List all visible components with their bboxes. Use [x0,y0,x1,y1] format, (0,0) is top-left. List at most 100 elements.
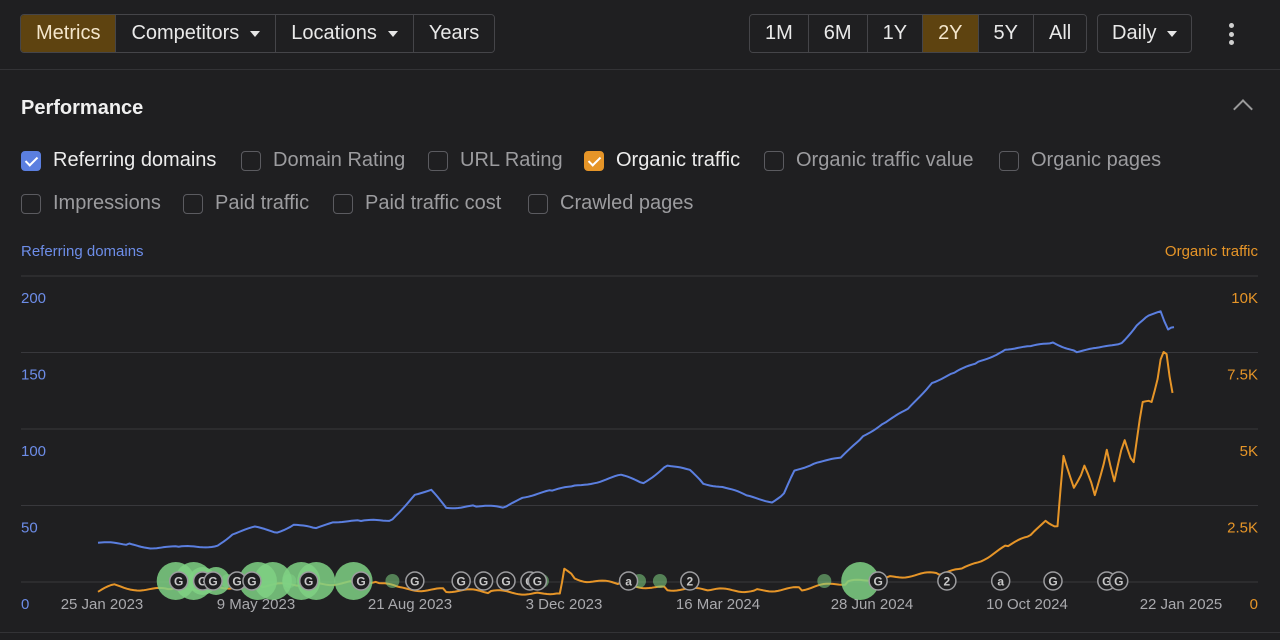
range-1y[interactable]: 1Y [867,15,924,52]
event-marker-label: G [456,575,465,589]
event-marker-label: G [232,575,241,589]
checkbox-checked-icon[interactable] [21,150,41,171]
series-organic-traffic [97,351,1174,596]
event-marker-label: a [997,575,1004,589]
event-marker-icon[interactable] [990,571,1011,591]
event-marker-label: G [1048,575,1057,589]
tab-competitors-label: Competitors [131,22,240,44]
event-marker-label: G [174,575,183,589]
series-referring-domains [97,310,1175,550]
activity-bubble[interactable] [253,562,292,600]
event-marker-icon[interactable] [937,571,957,591]
metric-label: Organic pages [1031,149,1162,171]
metric-label: URL Rating [460,149,563,171]
event-marker-icon[interactable] [1108,571,1129,591]
event-marker-label: G [479,575,488,589]
event-marker-icon[interactable] [351,571,371,591]
activity-bubble[interactable] [841,562,880,600]
event-marker-icon[interactable] [168,571,189,591]
metric-crawled-pages[interactable]: Crawled pages [528,192,693,215]
x-tick-label: 28 Jun 2024 [831,596,914,613]
range-2y[interactable]: 2Y [923,15,979,52]
metric-paid-traffic-cost[interactable]: Paid traffic cost [333,192,501,215]
y-tick-right: 2.5K [1227,520,1258,537]
metric-label: Impressions [53,192,161,214]
event-marker-label: G [873,575,882,589]
event-marker-label: G [501,575,510,589]
event-marker-icon[interactable] [496,571,516,591]
checkbox-checked-icon[interactable] [584,150,604,171]
section-title: Performance [21,97,144,119]
metric-organic-traffic[interactable]: Organic traffic [584,149,740,172]
x-tick-label: 16 Mar 2024 [676,596,760,613]
tab-locations-label: Locations [291,22,377,44]
tab-years[interactable]: Years [413,15,495,52]
metric-organic-pages[interactable]: Organic pages [999,149,1161,172]
event-marker-label: a [625,575,632,589]
range-1m[interactable]: 1M [750,15,809,52]
interval-dropdown[interactable]: Daily [1097,14,1193,53]
y-tick-left: 200 [21,290,46,307]
event-marker-icon[interactable] [242,571,262,591]
activity-bubble[interactable] [817,574,832,588]
range-all[interactable]: All [1034,15,1087,52]
event-marker-icon[interactable] [680,571,700,591]
event-marker-icon[interactable] [203,571,223,591]
event-marker-icon[interactable] [868,571,888,591]
interval-label: Daily [1112,22,1157,44]
event-marker-icon[interactable] [618,571,639,591]
y-tick-left: 50 [21,520,38,537]
event-marker-icon[interactable] [405,571,425,591]
x-tick-label: 22 Jan 2025 [1140,596,1223,613]
activity-bubble[interactable] [652,574,667,588]
activity-bubble[interactable] [385,574,400,588]
kebab-menu-icon[interactable] [1220,20,1242,48]
metric-paid-traffic[interactable]: Paid traffic [183,192,309,215]
checkbox-icon[interactable] [333,193,353,214]
metric-referring-domains[interactable]: Referring domains [21,149,216,172]
checkbox-icon[interactable] [528,193,548,214]
event-marker-label: G [356,575,365,589]
range-6m[interactable]: 6M [808,15,868,52]
y-tick-left: 100 [21,443,46,460]
metric-label: Paid traffic [215,192,310,214]
event-marker-icon[interactable] [473,571,494,591]
metric-label: Paid traffic cost [365,192,502,214]
checkbox-icon[interactable] [999,150,1019,171]
metric-organic-traffic-value[interactable]: Organic traffic value [764,149,974,172]
event-marker-label: G [410,575,419,589]
event-marker-icon[interactable] [1043,571,1063,591]
event-marker-label: G [1114,575,1123,589]
checkbox-icon[interactable] [428,150,448,171]
event-marker-icon[interactable] [298,571,319,591]
toolbar: Metrics Competitors Locations Years 1M 6M 1Y 2… [0,0,1280,70]
tab-competitors[interactable]: Competitors [116,15,277,52]
chevron-down-icon [1167,30,1178,37]
event-marker-label: G [1102,575,1111,589]
metric-impressions[interactable]: Impressions [21,192,161,215]
event-marker-label: G [198,575,207,589]
right-axis-title: Organic traffic [1164,243,1258,260]
x-tick-label: 25 Jan 2023 [61,596,144,613]
tab-locations[interactable]: Locations [276,15,414,52]
checkbox-icon[interactable] [21,193,41,214]
event-marker-label: 2 [944,575,951,589]
x-tick-label: 9 May 2023 [217,596,295,613]
checkbox-icon[interactable] [183,193,203,214]
y-tick-right: 10K [1231,290,1258,307]
tab-years-label: Years [428,22,480,44]
tab-metrics-label: Metrics [36,22,101,44]
metric-domain-rating[interactable]: Domain Rating [241,149,405,172]
x-tick-label: 21 Aug 2023 [368,596,452,613]
metric-url-rating[interactable]: URL Rating [428,149,563,172]
range-selector: 1M 6M 1Y 2Y 5Y All [749,14,1088,53]
tab-metrics[interactable]: Metrics [21,15,117,52]
metric-label: Organic traffic value [796,149,974,171]
chevron-up-icon[interactable] [1233,99,1253,119]
checkbox-icon[interactable] [241,150,261,171]
event-marker-icon[interactable] [527,571,548,591]
checkbox-icon[interactable] [764,150,784,171]
performance-chart[interactable]: 0 50 100 150 200 0 2.5K 5K 7.5K 10K 25 Jan 2023 9 M… [0,260,1280,632]
event-marker-icon[interactable] [451,571,471,591]
range-5y[interactable]: 5Y [978,15,1034,52]
